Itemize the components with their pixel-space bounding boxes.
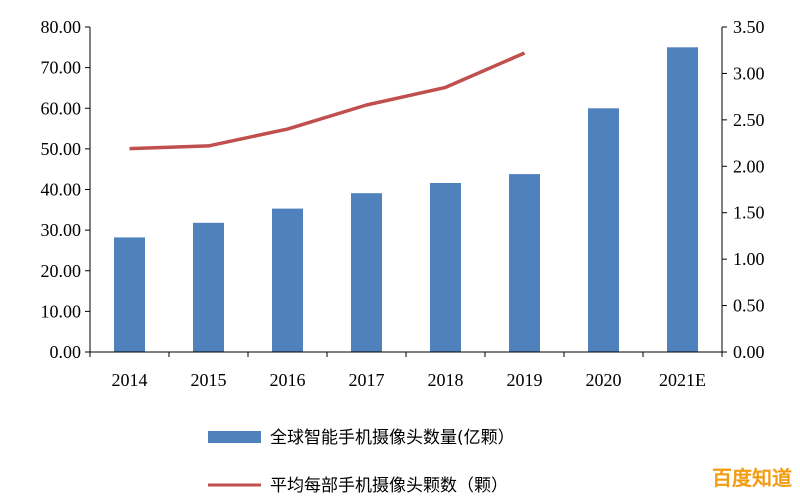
y-left-tick-label: 10.00 xyxy=(41,301,82,321)
bar-2019 xyxy=(509,174,540,352)
y-right-tick-label: 3.00 xyxy=(733,63,765,83)
watermark-logo: 百度知道 xyxy=(712,466,792,490)
y-left-tick-label: 30.00 xyxy=(41,220,82,240)
y-right-tick-label: 1.00 xyxy=(733,249,765,269)
bar-2017 xyxy=(351,193,382,352)
x-tick-label: 2020 xyxy=(586,370,622,390)
y-left-tick-label: 40.00 xyxy=(41,180,82,200)
y-left-tick-label: 80.00 xyxy=(41,17,82,37)
bar-2020 xyxy=(588,108,619,352)
x-tick-label: 2018 xyxy=(428,370,464,390)
y-left-tick-label: 60.00 xyxy=(41,98,82,118)
bar-2018 xyxy=(430,183,461,352)
bar-2016 xyxy=(272,209,303,352)
line-layer xyxy=(129,53,524,149)
bar-2021E xyxy=(667,47,698,352)
y-right-tick-label: 0.00 xyxy=(733,342,765,362)
y-right-tick-label: 2.50 xyxy=(733,110,765,130)
legend-label-line: 平均每部手机摄像头颗数（颗） xyxy=(270,476,508,496)
y-right-tick-label: 0.50 xyxy=(733,296,765,316)
axes-layer xyxy=(85,27,727,357)
y-left-tick-label: 20.00 xyxy=(41,261,82,281)
y-left-tick-label: 70.00 xyxy=(41,58,82,78)
bar-2014 xyxy=(114,237,145,352)
x-tick-label: 2015 xyxy=(191,370,227,390)
tick-labels-layer: 0.00 10.00 20.00 30.00 40.00 50.00 60.00 70.00 8… xyxy=(41,17,765,390)
y-right-tick-label: 2.00 xyxy=(733,156,765,176)
y-left-tick-label: 50.00 xyxy=(41,139,82,159)
legend-label-bar: 全球智能手机摄像头数量(亿颗） xyxy=(270,428,515,448)
line-series xyxy=(130,53,525,149)
x-tick-label: 2016 xyxy=(270,370,306,390)
bars-layer xyxy=(114,47,698,352)
y-left-tick-label: 0.00 xyxy=(50,342,82,362)
legend-swatch-bar xyxy=(208,431,261,443)
y-right-tick-label: 1.50 xyxy=(733,203,765,223)
x-tick-label: 2021E xyxy=(659,370,706,390)
x-tick-label: 2019 xyxy=(507,370,543,390)
y-right-tick-label: 3.50 xyxy=(733,17,765,37)
x-tick-label: 2017 xyxy=(349,370,385,390)
bar-2015 xyxy=(193,223,224,352)
legend: 全球智能手机摄像头数量(亿颗） 平均每部手机摄像头颗数（颗） xyxy=(208,428,515,496)
x-tick-label: 2014 xyxy=(112,370,148,390)
